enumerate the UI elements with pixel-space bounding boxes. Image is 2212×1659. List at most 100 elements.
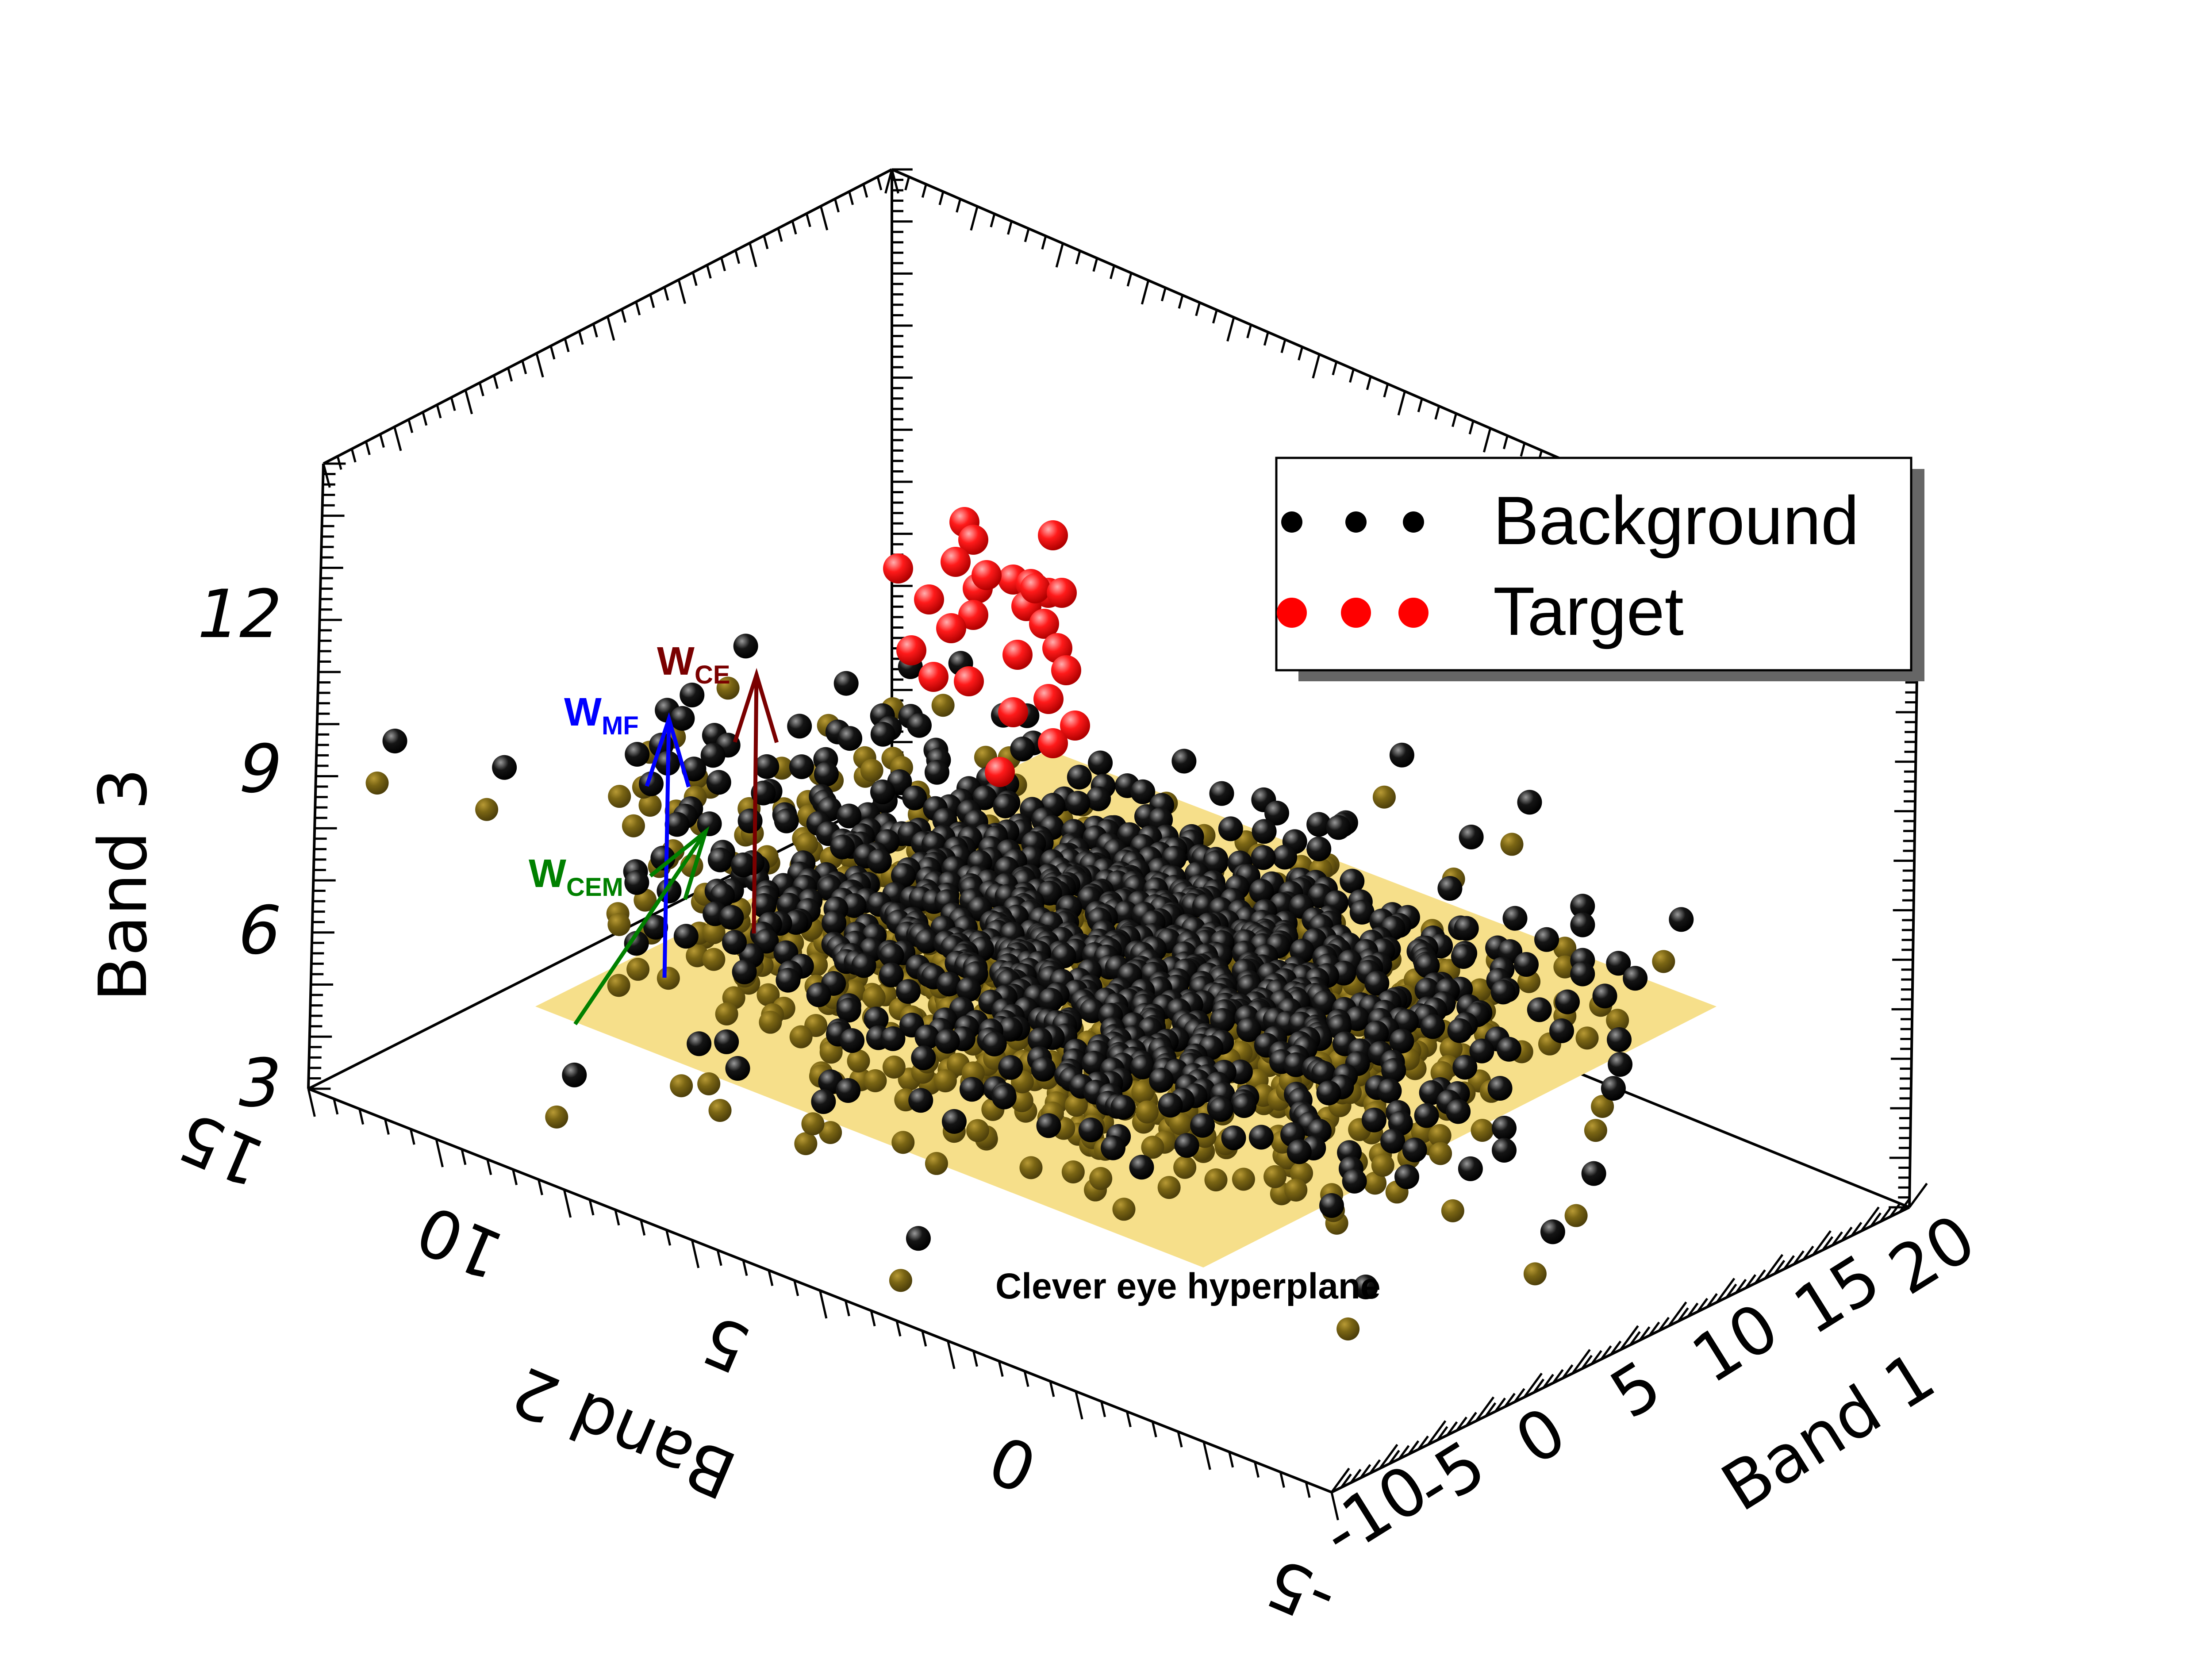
x-axis-tick [1735, 1279, 1747, 1294]
legend-box [1275, 457, 1912, 672]
top-left-tick [564, 338, 570, 353]
target-point [958, 600, 988, 630]
top-left-tick [734, 250, 741, 264]
background-point [1608, 1052, 1633, 1077]
background-shadow-point [1440, 1037, 1463, 1060]
background-shadow-point [607, 974, 630, 997]
background-shadow-point [1591, 1095, 1614, 1118]
x-axis-tick [1485, 1402, 1497, 1417]
x-axis-tick [1677, 1307, 1689, 1322]
y-axis-tick [614, 1210, 620, 1226]
x-axis-tick [1436, 1426, 1448, 1441]
background-point [1394, 1164, 1419, 1189]
background-point [697, 811, 722, 837]
y-tick-label: 0 [979, 1419, 1048, 1506]
background-point [1502, 906, 1528, 931]
background-shadow-point [697, 1072, 721, 1095]
y-axis-tick [358, 1109, 365, 1125]
x-tick-label: 15 [1781, 1240, 1893, 1350]
x-axis-tick [1754, 1269, 1766, 1284]
x-axis-tick [1793, 1250, 1805, 1265]
background-shadow-point [1553, 937, 1577, 960]
y-axis-tick [716, 1250, 722, 1266]
vector-wce [733, 668, 779, 934]
target-point [914, 584, 944, 614]
background-point [1458, 1156, 1483, 1181]
target-point [896, 635, 926, 665]
y-axis-tick [1330, 1492, 1339, 1521]
background-point [707, 847, 733, 872]
background-point [1209, 781, 1234, 806]
background-point [937, 972, 962, 997]
background-point [840, 1028, 865, 1053]
y-axis-tick [895, 1320, 902, 1336]
background-point [1581, 1161, 1606, 1186]
background-shadow-point [1112, 1198, 1136, 1221]
background-shadow-point [1173, 1156, 1197, 1179]
background-point [1286, 1139, 1312, 1164]
background-point [1454, 916, 1479, 941]
x-axis-tick [1330, 1467, 1350, 1493]
background-point [1316, 1080, 1341, 1106]
y-axis-tick [870, 1310, 876, 1327]
x-axis-tick [1658, 1317, 1670, 1332]
top-right-tick [990, 213, 996, 227]
target-point [1051, 655, 1081, 685]
top-left-tick [507, 368, 513, 382]
background-point [906, 713, 932, 738]
background-point [680, 682, 705, 707]
y-axis-tick [1075, 1391, 1083, 1420]
background-point [924, 760, 949, 785]
legend-marker-target [1277, 598, 1307, 628]
background-point [382, 728, 407, 753]
background-point [906, 1226, 931, 1251]
x-axis-tick [1783, 1255, 1795, 1270]
y-axis-tick [333, 1098, 339, 1115]
background-point [1381, 1058, 1406, 1083]
target-point [954, 666, 984, 696]
target-points [883, 507, 1090, 787]
background-shadow-point [889, 1269, 912, 1292]
background-point [1036, 1113, 1061, 1138]
top-left-tick [677, 279, 686, 304]
top-left-tick [649, 294, 655, 308]
x-axis-tick [1697, 1298, 1709, 1313]
background-point [643, 914, 668, 940]
background-shadow-point [622, 814, 645, 837]
background-point [833, 671, 859, 696]
background-points [382, 634, 1694, 1299]
background-point [1306, 812, 1332, 837]
top-right-tick [1041, 235, 1047, 250]
background-point [1555, 989, 1580, 1014]
y-axis-tick [486, 1159, 492, 1175]
vector-label-subscript: MF [602, 711, 639, 740]
background-point [836, 998, 861, 1023]
top-right-tick [1366, 376, 1372, 390]
vector-label-mf: WMF [564, 690, 639, 740]
background-point [1101, 1135, 1126, 1160]
background-point [1221, 1125, 1246, 1151]
y-axis-tick [1177, 1431, 1183, 1448]
background-point [1492, 1116, 1517, 1141]
vector-label-main: W [657, 639, 695, 684]
y-axis-tick [998, 1361, 1004, 1377]
background-point [1306, 836, 1332, 861]
x-axis-tick [1687, 1302, 1699, 1317]
vector-wcem-head [649, 826, 710, 900]
background-point [814, 761, 839, 787]
y-tick-label: 5 [691, 1300, 760, 1387]
top-right-tick [1383, 384, 1389, 398]
legend-marker-background [1281, 511, 1302, 533]
minor-ticks [307, 168, 1928, 1521]
background-point [687, 1031, 712, 1056]
background-point [1389, 1029, 1414, 1054]
x-axis-tick [1667, 1301, 1687, 1327]
y-axis-tick [307, 1088, 316, 1117]
background-point [1319, 1193, 1344, 1218]
x-axis-tick [1388, 1450, 1400, 1465]
top-left-tick [450, 397, 456, 411]
y-axis-tick [947, 1340, 956, 1369]
top-left-tick [805, 213, 811, 227]
background-point [993, 793, 1018, 818]
